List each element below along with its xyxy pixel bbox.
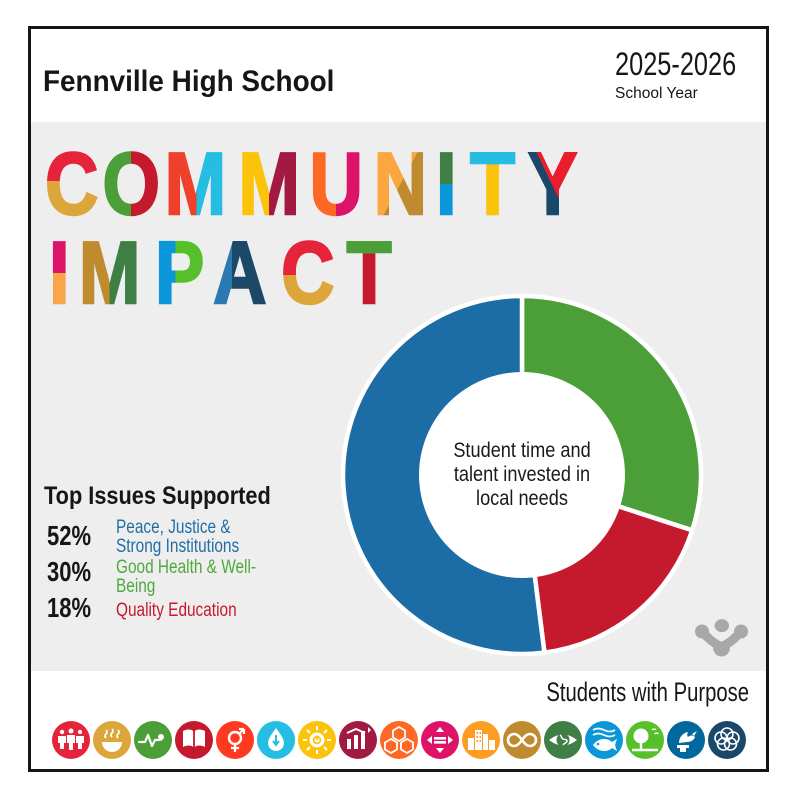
svg-text:T: T	[347, 224, 392, 323]
svg-text:M: M	[238, 135, 300, 234]
svg-text:I: I	[436, 135, 457, 234]
svg-text:A: A	[213, 224, 266, 323]
svg-text:Y: Y	[528, 135, 577, 234]
svg-text:O: O	[102, 135, 159, 234]
svg-text:M: M	[79, 224, 141, 323]
svg-text:C: C	[45, 135, 98, 234]
svg-text:T: T	[470, 135, 515, 234]
svg-text:P: P	[155, 224, 204, 323]
svg-text:U: U	[309, 135, 362, 234]
svg-text:M: M	[165, 135, 227, 234]
svg-text:C: C	[281, 224, 334, 323]
svg-text:I: I	[49, 224, 70, 323]
svg-text:N: N	[374, 135, 427, 234]
